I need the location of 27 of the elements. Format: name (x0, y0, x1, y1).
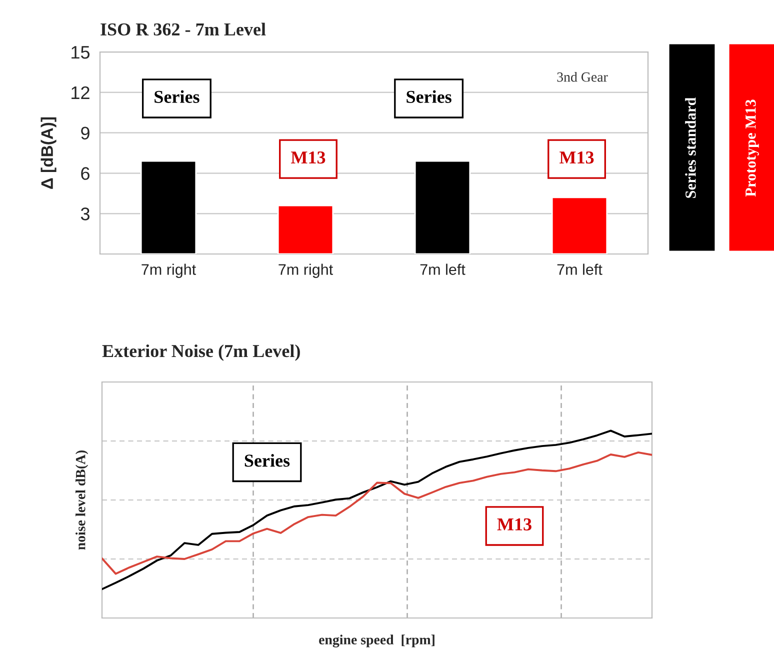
y-tick-label: 3 (80, 208, 90, 220)
annotation: M13 (560, 151, 594, 164)
bar (140, 160, 197, 254)
x-tick-label: 7m left (557, 264, 602, 275)
annotation: Series (154, 90, 200, 103)
y-tick-label: 9 (81, 126, 90, 140)
x-axis-title: engine speed [rpm] (319, 634, 434, 648)
y-tick-label: 15 (72, 46, 90, 59)
annotation: M13 (497, 518, 532, 530)
annotation: Series (244, 454, 290, 467)
bar (277, 204, 334, 254)
y-tick-label: 12 (72, 86, 90, 99)
annotation: Series (406, 90, 452, 103)
annotation: 3nd Gear (557, 72, 608, 82)
bar (551, 196, 608, 254)
y-tick-label: 6 (81, 167, 90, 180)
text: Prototype M13 (746, 100, 759, 197)
bar (414, 160, 471, 254)
x-tick-label: 7m right (142, 264, 196, 278)
x-tick-label: 7m right (278, 264, 333, 278)
y-axis-title: Δ [dB(A)] (40, 117, 56, 189)
text: Series standard (685, 97, 696, 198)
y-axis-title: noise level dB(A) (76, 450, 88, 550)
x-tick-label: 7m left (420, 264, 466, 275)
chart-title: ISO R 362 - 7m Level (100, 22, 266, 36)
chart-title: Exterior Noise (7m Level) (102, 344, 300, 361)
annotation: M13 (291, 151, 326, 164)
